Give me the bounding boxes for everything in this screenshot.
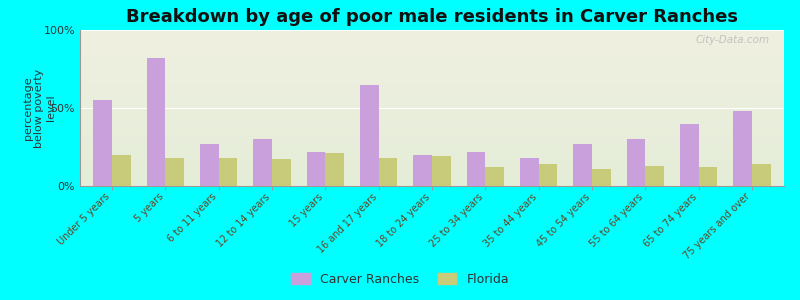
Title: Breakdown by age of poor male residents in Carver Ranches: Breakdown by age of poor male residents … [126, 8, 738, 26]
Bar [626, 139, 646, 186]
Bar [94, 100, 112, 186]
Bar [432, 156, 450, 186]
Bar [218, 158, 238, 186]
Bar [200, 144, 218, 186]
Bar [360, 85, 378, 186]
Bar [466, 152, 486, 186]
Bar [378, 158, 398, 186]
Bar [486, 167, 504, 186]
Y-axis label: percentage
below poverty
level: percentage below poverty level [22, 68, 56, 148]
Bar [272, 160, 290, 186]
Bar [254, 139, 272, 186]
Text: City-Data.com: City-Data.com [696, 35, 770, 45]
Bar [414, 155, 432, 186]
Bar [326, 153, 344, 186]
Bar [698, 167, 718, 186]
Bar [592, 169, 610, 186]
Bar [520, 158, 538, 186]
Bar [734, 111, 752, 186]
Bar [574, 144, 592, 186]
Bar [166, 158, 184, 186]
Bar [112, 155, 130, 186]
Bar [538, 164, 558, 186]
Bar [306, 152, 326, 186]
Bar [146, 58, 166, 186]
Bar [752, 164, 770, 186]
Bar [646, 166, 664, 186]
Bar [680, 124, 698, 186]
Legend: Carver Ranches, Florida: Carver Ranches, Florida [286, 268, 514, 291]
